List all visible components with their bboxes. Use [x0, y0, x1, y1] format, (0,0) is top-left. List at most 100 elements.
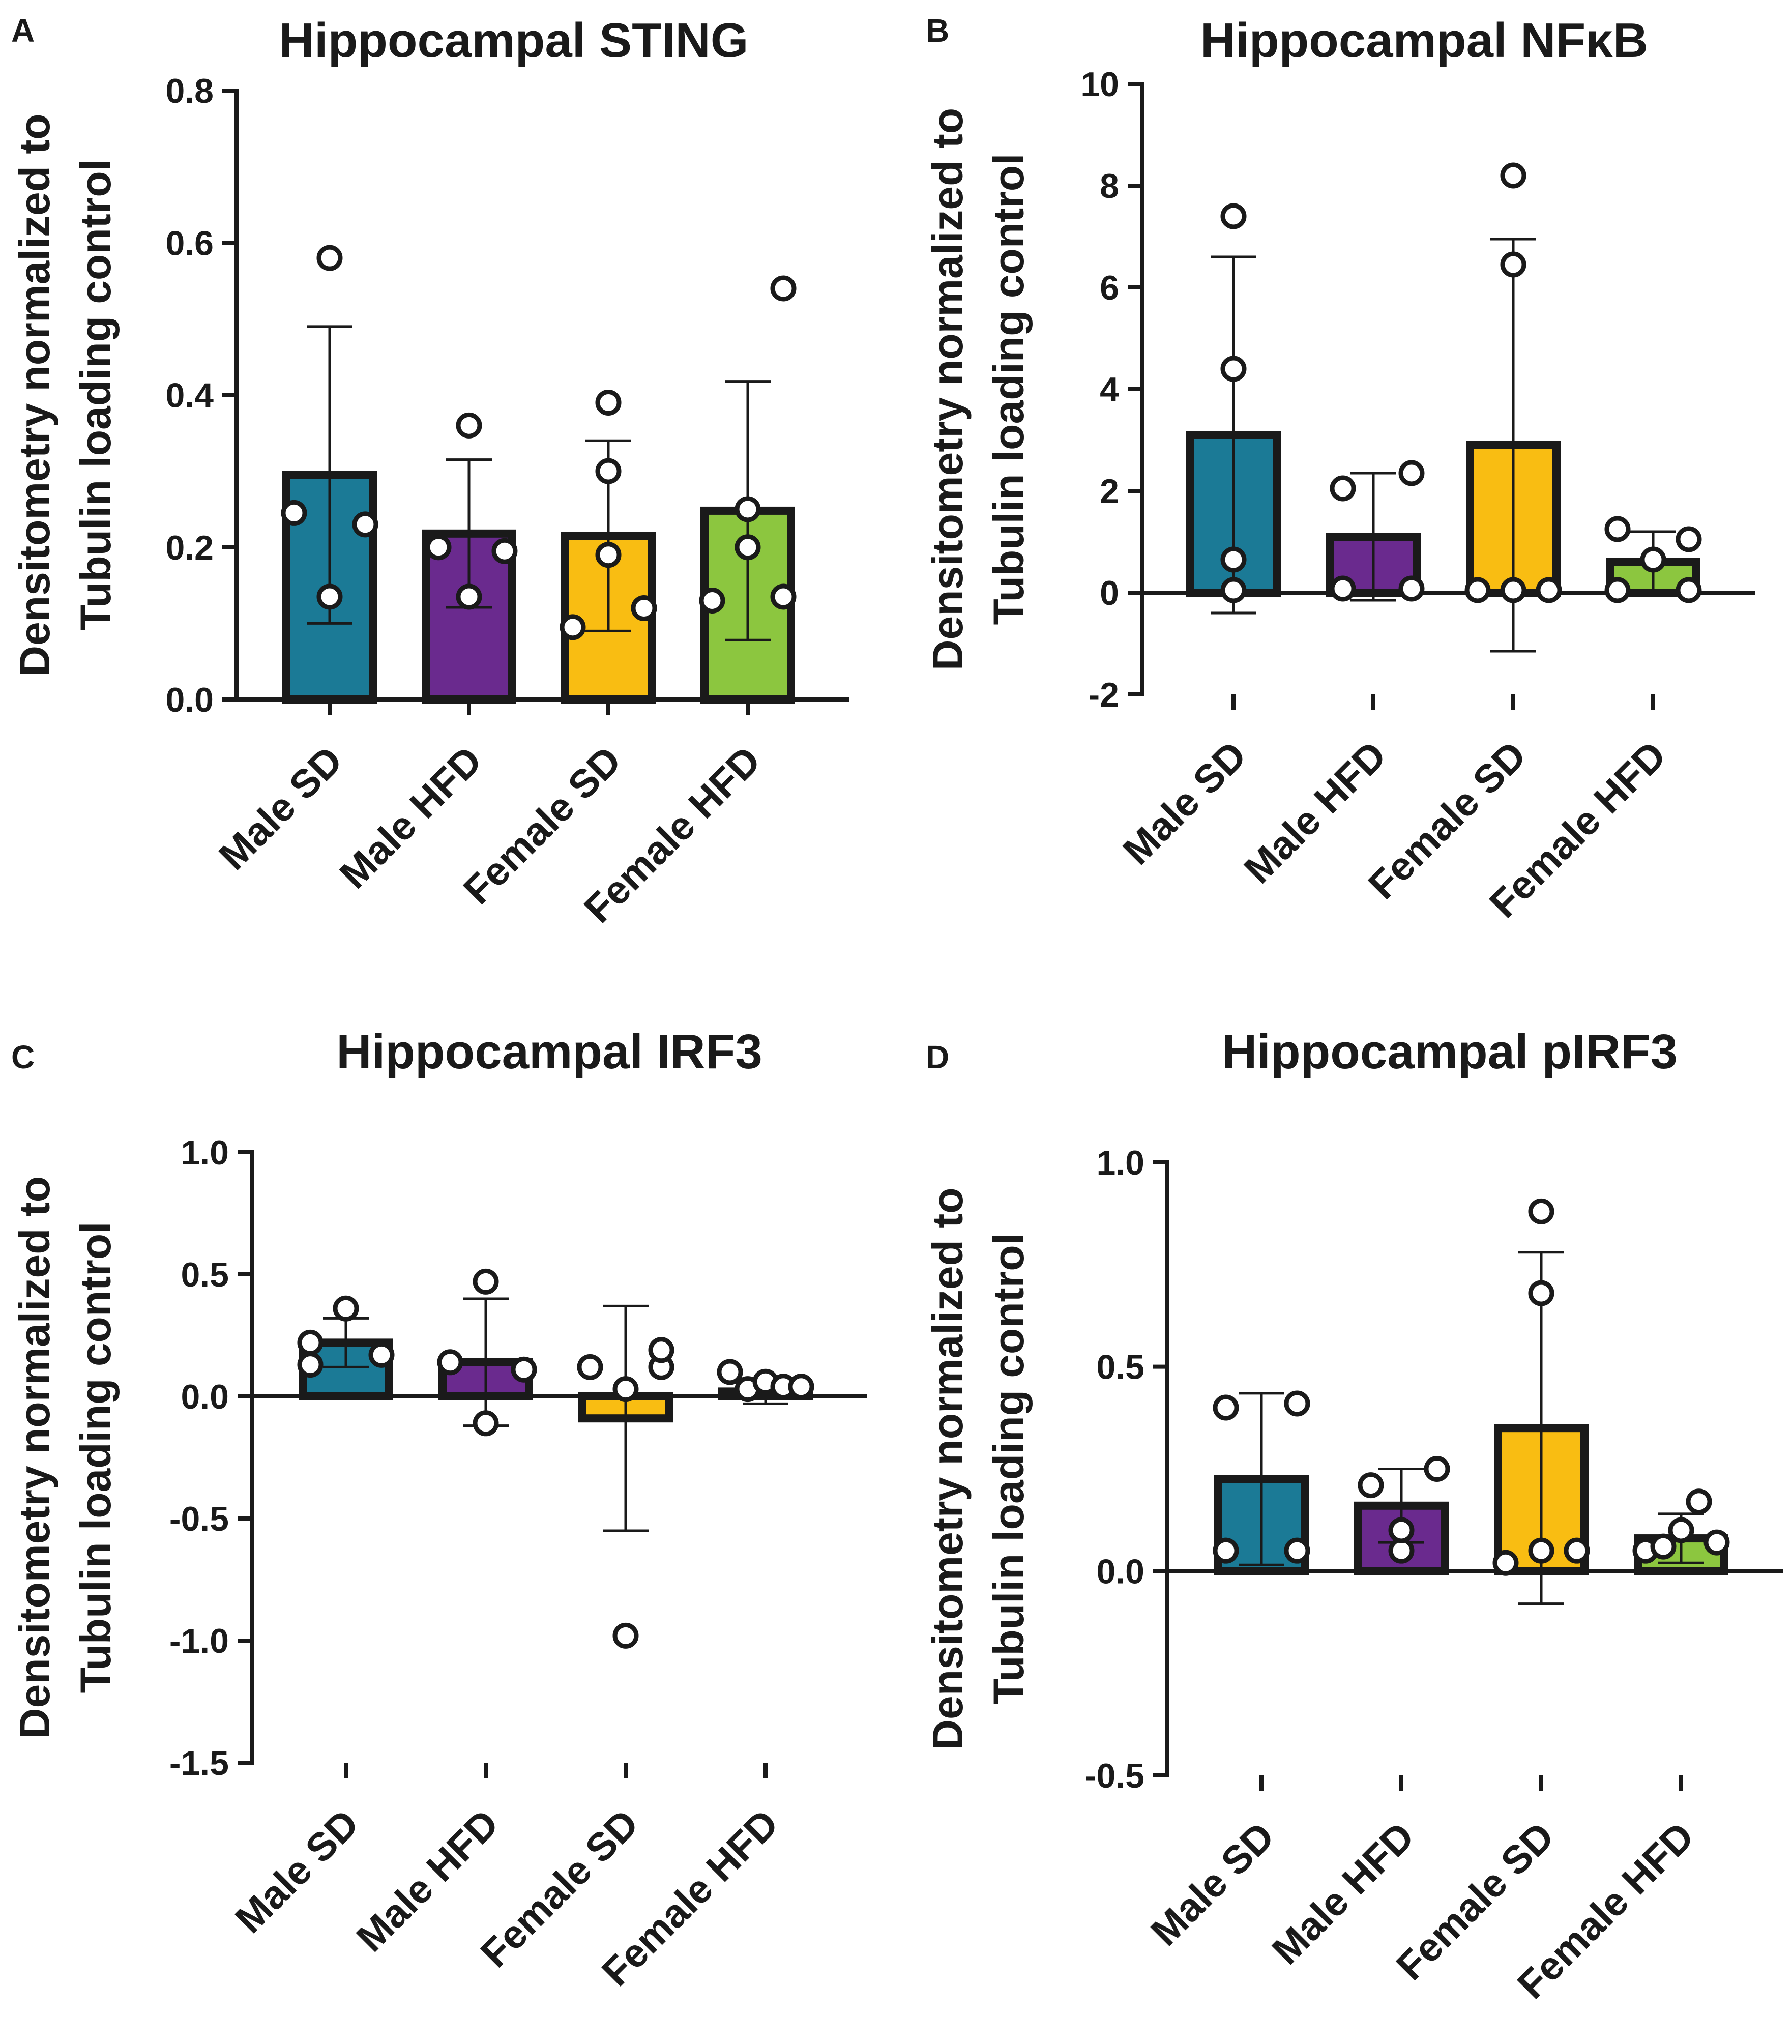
panel-c-x-tick-label-male-sd: Male SD [226, 1801, 367, 1942]
panel-d-letter: D [926, 1039, 949, 1075]
panel-c-y-tick-label: -0.5 [169, 1500, 229, 1538]
panel-a-point-female-hfd [735, 534, 761, 561]
panel-b-y-tick-label: 6 [1100, 269, 1119, 307]
panel-b-point-male-sd [1220, 203, 1247, 229]
panel-c-point-female-hfd [788, 1374, 814, 1400]
panel-b-point-female-hfd [1604, 516, 1631, 542]
panel-c-ylabel-line-2: Tubulin loading control [72, 1222, 120, 1693]
panel-d-point-female-sd [1528, 1198, 1554, 1224]
panel-a-point-male-hfd [425, 534, 452, 561]
panel-d-y-tick-label: 0.0 [1096, 1552, 1144, 1591]
panel-c-y-tick-label: -1.5 [169, 1744, 229, 1783]
panel-b-point-male-sd [1220, 546, 1247, 573]
panel-a-x-tick-label-male-sd: Male SD [210, 738, 351, 879]
panel-a-title: Hippocampal STING [279, 13, 749, 68]
panel-c-point-male-sd [297, 1352, 324, 1378]
panel-d-point-male-sd [1284, 1537, 1310, 1564]
panel-b-point-male-hfd [1330, 475, 1356, 502]
panel-c-point-male-sd [368, 1341, 395, 1368]
panel-b-y-tick-label: 2 [1100, 472, 1119, 511]
panel-d-point-male-hfd [1388, 1517, 1415, 1543]
panel-d-point-male-hfd [1358, 1472, 1384, 1499]
panel-b-point-male-hfd [1398, 460, 1425, 486]
panel-d-point-female-sd [1528, 1537, 1554, 1564]
panel-a-point-male-hfd [491, 538, 518, 564]
panel-d-y-tick-label: -0.5 [1085, 1757, 1144, 1795]
panel-b-point-female-hfd [1604, 577, 1631, 603]
panel-d-point-male-sd [1284, 1390, 1310, 1417]
panel-b-point-female-hfd [1676, 526, 1702, 552]
panel-d-y-tick-label: 0.5 [1096, 1348, 1144, 1387]
panel-c-title: Hippocampal IRF3 [336, 1025, 762, 1079]
panel-b-y-tick-label: 4 [1100, 370, 1119, 409]
panel-b-x-tick-label-male-sd: Male SD [1114, 733, 1255, 873]
panel-a-point-male-sd [316, 583, 343, 610]
panel-d-point-female-sd [1528, 1280, 1554, 1306]
panel-c-point-male-hfd [437, 1349, 463, 1376]
panel-b-point-male-hfd [1398, 575, 1425, 602]
panel-c-irf3: C Hippocampal IRF3 Densitometry normaliz… [11, 1025, 867, 1995]
panel-d-point-female-sd [1564, 1537, 1590, 1564]
panel-d-y-tick-label: 1.0 [1096, 1144, 1144, 1182]
panel-b-ylabel-line-2: Tubulin loading control [985, 154, 1033, 625]
panel-a-point-male-sd [352, 511, 378, 538]
panel-a-point-female-hfd [770, 583, 797, 610]
panel-a-point-male-hfd [456, 583, 482, 610]
panel-a-ylabel-line-2: Tubulin loading control [72, 159, 120, 631]
panel-a-letter: A [11, 12, 35, 49]
panel-a-point-male-sd [281, 500, 307, 526]
panel-d-x-tick-label-male-sd: Male SD [1142, 1814, 1283, 1954]
panel-d-ylabel-line-1: Densitometry normalized to [924, 1187, 972, 1750]
panel-b-y-tick-label: 10 [1080, 65, 1119, 104]
panel-b-letter: B [926, 12, 949, 49]
panel-a-point-female-sd [595, 389, 622, 416]
panel-a-point-female-sd [595, 458, 622, 484]
panel-b-title: Hippocampal NFκB [1200, 13, 1648, 68]
panel-b-point-female-sd [1500, 577, 1526, 603]
panel-a-point-female-hfd [735, 496, 761, 522]
panel-c-y-tick-label: -1.0 [169, 1622, 229, 1660]
panel-b-y-tick-label: 8 [1100, 167, 1119, 206]
panel-b-point-female-hfd [1640, 546, 1666, 573]
panel-c-y-tick-label: 0.5 [181, 1255, 229, 1294]
panel-d-point-male-hfd [1424, 1456, 1450, 1482]
panel-d-point-male-sd [1213, 1537, 1239, 1564]
panel-b-nfkb: B Hippocampal NFκB Densitometry normaliz… [924, 12, 1755, 926]
panel-a-y-tick-label: 0.6 [165, 224, 214, 262]
panel-a-point-female-hfd [770, 275, 797, 302]
panel-d-point-female-sd [1492, 1550, 1519, 1576]
panel-a-y-tick-label: 0.0 [165, 681, 214, 719]
panel-a-point-female-sd [595, 542, 622, 568]
panel-c-y-tick-label: 0.0 [181, 1378, 229, 1416]
panel-c-y-tick-label: 1.0 [181, 1133, 229, 1172]
panel-c-point-female-sd [648, 1337, 674, 1363]
panel-b-point-male-hfd [1330, 575, 1356, 602]
panel-d-point-female-hfd [1668, 1517, 1694, 1543]
panel-a-point-male-hfd [456, 412, 482, 439]
panel-a-ylabel-line-1: Densitometry normalized to [11, 113, 58, 676]
panel-b-point-female-sd [1536, 577, 1562, 603]
panel-b-point-female-sd [1464, 577, 1491, 603]
panel-d-point-female-hfd [1686, 1488, 1712, 1515]
panel-d-point-female-hfd [1703, 1529, 1730, 1556]
panel-a-point-male-sd [316, 245, 343, 271]
panel-a-y-tick-label: 0.4 [165, 376, 214, 415]
panel-a-point-female-sd [560, 614, 586, 640]
panel-a-y-tick-label: 0.8 [165, 72, 214, 110]
panel-c-point-female-sd [612, 1376, 639, 1403]
panel-c-point-male-hfd [511, 1356, 537, 1383]
panel-d-point-female-hfd [1650, 1533, 1677, 1560]
panel-b-point-male-sd [1220, 356, 1247, 382]
panel-a-point-female-hfd [699, 587, 725, 614]
panel-a-y-tick-label: 0.2 [165, 529, 214, 567]
panel-d-ylabel-line-2: Tubulin loading control [985, 1233, 1033, 1705]
panel-a-sting: A Hippocampal STING Densitometry normali… [11, 12, 849, 931]
panel-b-y-tick-label: -2 [1089, 676, 1119, 714]
panel-d-pirf3: D Hippocampal pIRF3 Densitometry normali… [924, 1025, 1783, 2007]
panel-c-point-male-sd [333, 1295, 359, 1322]
panel-a-point-female-sd [631, 595, 657, 621]
panel-c-point-male-hfd [473, 1410, 499, 1437]
panel-b-point-male-sd [1220, 577, 1247, 603]
panel-b-y-tick-label: 0 [1100, 574, 1119, 612]
